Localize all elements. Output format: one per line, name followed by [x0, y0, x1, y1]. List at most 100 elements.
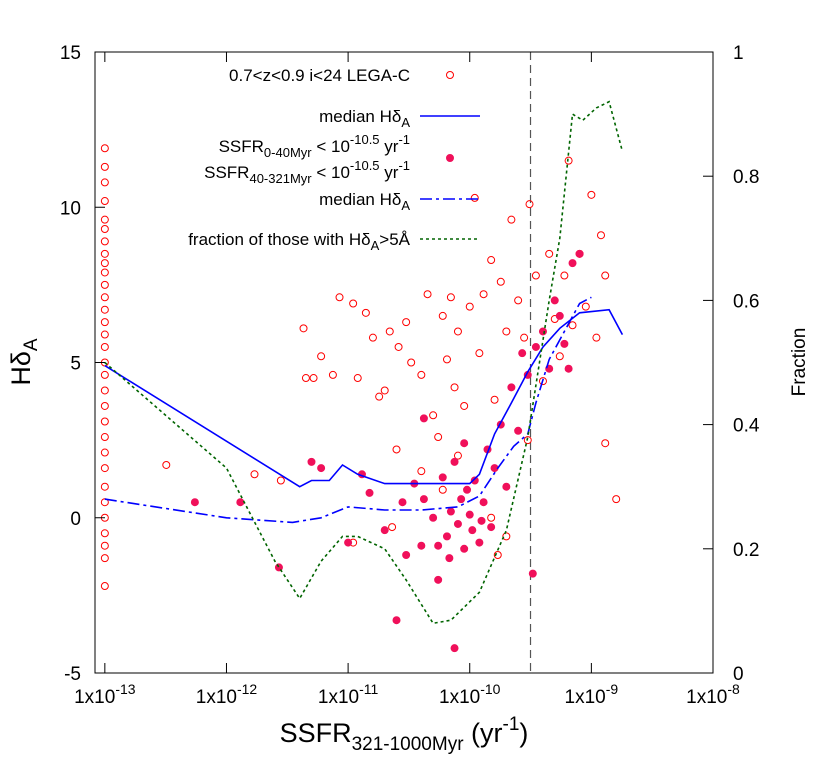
legend-label: fraction of those with HδA>5Å — [188, 230, 410, 253]
legend-marker — [446, 154, 454, 162]
data-point — [100, 293, 109, 302]
x-tick-exp: -9 — [606, 681, 619, 697]
data-point — [100, 305, 109, 314]
data-point — [100, 582, 109, 591]
y2-tick-label: 0.6 — [733, 291, 759, 312]
data-point — [502, 327, 511, 336]
x-tick-text: 1x10 — [439, 687, 480, 708]
plot-area — [100, 52, 624, 673]
data-point — [446, 507, 455, 516]
y-title-text: Hδ — [6, 351, 36, 386]
data-point — [514, 426, 523, 435]
data-point — [100, 498, 109, 507]
data-point — [368, 333, 377, 342]
data-point — [365, 488, 374, 497]
x-axis-title: SSFR321-1000Myr (yr-1) — [280, 714, 529, 755]
legend-text: < 10 — [312, 137, 350, 156]
data-point — [514, 296, 523, 305]
data-point — [450, 644, 459, 653]
data-point — [100, 448, 109, 457]
data-point — [560, 339, 569, 348]
x-tick-exp: -10 — [480, 681, 500, 697]
x-tick-label: 1x10-8 — [686, 681, 740, 708]
data-point — [493, 551, 502, 560]
data-point — [100, 280, 109, 289]
data-point — [100, 259, 109, 268]
data-point — [317, 352, 326, 361]
y-title-sub: A — [21, 338, 42, 351]
data-point — [301, 374, 310, 383]
y2-axis-title: Fraction — [789, 328, 810, 397]
data-point — [100, 541, 109, 550]
data-point — [502, 482, 511, 491]
data-point — [419, 495, 428, 504]
data-point — [309, 374, 318, 383]
legend-sub: A — [401, 115, 410, 130]
data-point — [417, 467, 426, 476]
legend-sup: -10.5 — [350, 158, 380, 173]
data-point — [470, 193, 479, 202]
data-point — [453, 519, 462, 528]
data-point — [568, 321, 577, 330]
data-point — [380, 526, 389, 535]
data-point — [555, 311, 564, 320]
y2-tick-label: 0.8 — [733, 167, 759, 188]
data-point — [392, 445, 401, 454]
data-point — [349, 299, 358, 308]
x-tick-text: 1x10 — [318, 687, 359, 708]
data-point — [100, 482, 109, 491]
data-point — [487, 513, 496, 522]
data-point — [460, 439, 469, 448]
data-point — [402, 318, 411, 327]
legend-text: yr — [380, 163, 399, 182]
data-point — [564, 364, 573, 373]
data-point — [545, 249, 554, 258]
data-point — [601, 271, 610, 280]
data-point — [555, 352, 564, 361]
x-tick-text: 1x10 — [686, 687, 727, 708]
data-point — [417, 541, 426, 550]
data-point — [612, 495, 621, 504]
data-point — [453, 327, 462, 336]
x-title-text: SSFR — [280, 718, 352, 748]
legend-label: SSFR40-321Myr < 10-10.5 yr-1 — [204, 158, 410, 186]
data-point — [100, 417, 109, 426]
legend-text: SSFR — [219, 137, 264, 156]
data-point — [429, 411, 438, 420]
data-point — [100, 318, 109, 327]
data-point — [100, 370, 109, 379]
x-title-text: (yr — [464, 718, 503, 748]
data-point — [434, 433, 443, 442]
y2-tick-label: 1 — [733, 43, 744, 64]
data-point — [520, 333, 529, 342]
data-point — [250, 470, 259, 479]
data-point — [457, 495, 466, 504]
data-point — [100, 386, 109, 395]
data-point — [385, 327, 394, 336]
y-tick-label: 15 — [60, 43, 81, 64]
data-point — [100, 237, 109, 246]
legend-sub: A — [401, 198, 410, 213]
data-point — [507, 383, 516, 392]
data-point — [479, 290, 488, 299]
data-point — [560, 271, 569, 280]
data-point — [468, 526, 477, 535]
data-point — [100, 224, 109, 233]
x-tick-label: 1x10-13 — [74, 681, 136, 708]
x-tick-label: 1x10-11 — [318, 681, 379, 708]
data-point — [477, 516, 486, 525]
data-point — [438, 311, 447, 320]
x-tick-exp: -11 — [359, 681, 378, 697]
data-point — [475, 538, 484, 547]
data-point — [100, 529, 109, 538]
data-point — [388, 523, 397, 532]
data-point — [299, 324, 308, 333]
data-point — [307, 457, 316, 466]
data-point — [518, 349, 527, 358]
data-point — [479, 498, 488, 507]
legend-sup: -10.5 — [350, 132, 380, 147]
data-point — [465, 510, 474, 519]
data-point — [538, 377, 547, 386]
data-point — [587, 190, 596, 199]
